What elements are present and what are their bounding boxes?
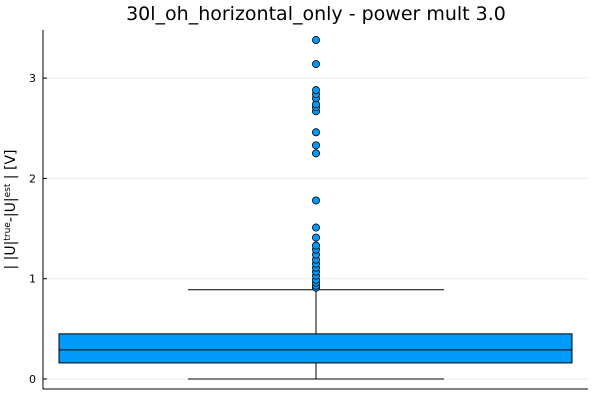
axes <box>42 30 588 390</box>
y-tick-label: 0 <box>29 373 36 386</box>
y-axis-label: | |U|true-|U|est | [V] <box>3 150 19 270</box>
y-tick-label: 2 <box>29 172 36 185</box>
outlier-point <box>311 128 320 137</box>
outlier-point <box>311 36 320 45</box>
outlier-point <box>311 60 320 69</box>
outlier-point <box>311 149 320 158</box>
chart-title: 30l_oh_horizontal_only - power mult 3.0 <box>126 3 506 25</box>
plot-area <box>58 36 573 380</box>
y-tick-label: 3 <box>29 72 36 85</box>
y-tick-label: 1 <box>29 273 36 286</box>
outlier-point <box>311 86 320 95</box>
outlier-point <box>311 241 320 250</box>
y-ticks: 0 1 2 3 <box>29 72 47 386</box>
outlier-point <box>311 233 320 242</box>
outlier-point <box>311 196 320 205</box>
outlier-point <box>311 223 320 232</box>
box <box>58 333 573 364</box>
outlier-point <box>311 141 320 150</box>
